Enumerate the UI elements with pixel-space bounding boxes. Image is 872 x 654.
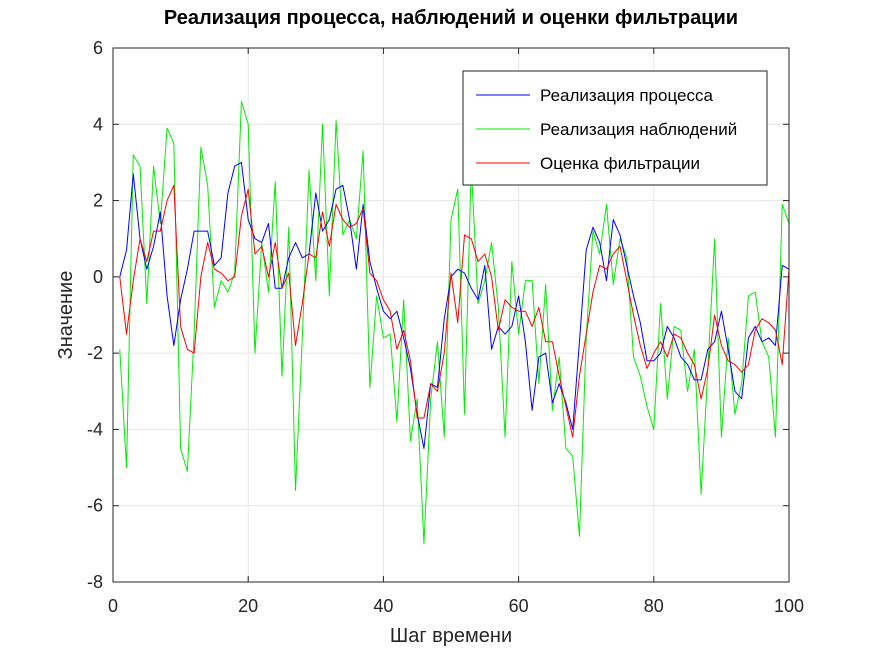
x-axis-ticks: 0 20 40 60 80 100: [108, 48, 804, 616]
y-tick-label: 4: [93, 114, 103, 134]
y-tick-label: -2: [87, 343, 103, 363]
x-axis-label: Шаг времени: [390, 625, 512, 647]
series-layer: [119, 100, 790, 545]
y-tick-label: -4: [87, 419, 103, 439]
x-tick-label: 40: [373, 596, 393, 616]
y-tick-label: 2: [93, 191, 103, 211]
legend-box: [462, 70, 768, 186]
legend-label: Реализация наблюдений: [540, 120, 737, 139]
x-tick-label: 20: [238, 596, 258, 616]
legend: Реализация процесса Реализация наблюдений…: [462, 70, 768, 186]
y-tick-label: 0: [93, 267, 103, 287]
series-line-0: [119, 161, 790, 449]
legend-label: Реализация процесса: [540, 86, 713, 105]
y-axis-label: Значение: [55, 271, 77, 360]
x-tick-label: 60: [509, 596, 529, 616]
chart-title: Реализация процесса, наблюдений и оценки…: [164, 7, 738, 29]
legend-label: Оценка фильтрации: [540, 154, 700, 173]
y-tick-label: -6: [87, 496, 103, 516]
x-tick-label: 100: [774, 596, 804, 616]
series-line-1: [119, 100, 790, 545]
series-line-2: [119, 184, 790, 438]
y-tick-label: 6: [93, 38, 103, 58]
y-axis-ticks: -8 -6 -4 -2 0 2 4 6: [87, 38, 789, 592]
y-tick-label: -8: [87, 572, 103, 592]
plot-frame: [112, 47, 790, 583]
x-tick-label: 80: [644, 596, 664, 616]
x-tick-label: 0: [108, 596, 118, 616]
